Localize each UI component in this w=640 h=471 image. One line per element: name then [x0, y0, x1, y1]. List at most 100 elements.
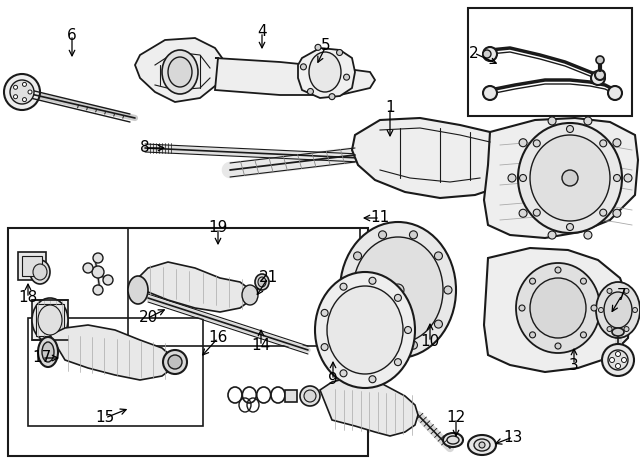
- Ellipse shape: [329, 94, 335, 100]
- Ellipse shape: [38, 305, 62, 335]
- Ellipse shape: [613, 139, 621, 147]
- Text: 9: 9: [328, 373, 338, 388]
- Ellipse shape: [394, 294, 401, 301]
- Ellipse shape: [529, 332, 536, 338]
- Ellipse shape: [103, 275, 113, 285]
- Ellipse shape: [369, 376, 376, 383]
- Ellipse shape: [83, 263, 93, 273]
- Text: 15: 15: [95, 411, 115, 425]
- Ellipse shape: [378, 341, 387, 349]
- Ellipse shape: [92, 266, 104, 278]
- Ellipse shape: [614, 174, 621, 181]
- Ellipse shape: [435, 320, 442, 328]
- Bar: [18, 252, 46, 280]
- Ellipse shape: [22, 82, 26, 86]
- Ellipse shape: [533, 209, 540, 216]
- Ellipse shape: [410, 231, 417, 239]
- Bar: [468, 8, 632, 116]
- Ellipse shape: [596, 282, 640, 338]
- Ellipse shape: [38, 337, 58, 367]
- Ellipse shape: [258, 277, 266, 287]
- Ellipse shape: [580, 278, 586, 284]
- Ellipse shape: [632, 308, 637, 312]
- Ellipse shape: [519, 139, 527, 147]
- Ellipse shape: [392, 284, 404, 296]
- Ellipse shape: [530, 135, 610, 221]
- Bar: [8, 228, 368, 456]
- Ellipse shape: [163, 350, 187, 374]
- Ellipse shape: [410, 341, 417, 349]
- Polygon shape: [138, 262, 250, 312]
- Ellipse shape: [128, 276, 148, 304]
- Ellipse shape: [608, 350, 628, 370]
- Ellipse shape: [337, 49, 342, 56]
- Ellipse shape: [353, 320, 362, 328]
- Ellipse shape: [602, 344, 634, 376]
- Text: 21: 21: [259, 270, 278, 285]
- Ellipse shape: [315, 272, 415, 388]
- Ellipse shape: [624, 326, 629, 332]
- Ellipse shape: [162, 50, 198, 94]
- Text: 16: 16: [208, 331, 228, 346]
- Ellipse shape: [340, 222, 456, 358]
- Ellipse shape: [591, 305, 597, 311]
- Ellipse shape: [479, 442, 485, 448]
- Text: 6: 6: [67, 27, 77, 42]
- Ellipse shape: [518, 123, 622, 233]
- Ellipse shape: [548, 117, 556, 125]
- Ellipse shape: [516, 263, 600, 353]
- Ellipse shape: [93, 285, 103, 295]
- Ellipse shape: [42, 342, 54, 362]
- Text: 3: 3: [569, 357, 579, 373]
- Ellipse shape: [300, 64, 307, 70]
- Ellipse shape: [307, 89, 314, 95]
- Ellipse shape: [566, 224, 573, 230]
- Ellipse shape: [369, 277, 376, 284]
- Ellipse shape: [616, 364, 621, 368]
- Ellipse shape: [607, 326, 612, 332]
- Ellipse shape: [255, 274, 269, 290]
- Ellipse shape: [321, 309, 328, 317]
- Text: 14: 14: [252, 339, 271, 354]
- Ellipse shape: [93, 253, 103, 263]
- Ellipse shape: [22, 97, 26, 102]
- Ellipse shape: [621, 357, 627, 363]
- Ellipse shape: [508, 174, 516, 182]
- Polygon shape: [215, 58, 375, 95]
- Ellipse shape: [591, 71, 605, 85]
- Ellipse shape: [608, 86, 622, 100]
- Ellipse shape: [444, 286, 452, 294]
- Bar: [285, 390, 297, 402]
- Polygon shape: [352, 118, 515, 198]
- Ellipse shape: [483, 86, 497, 100]
- Bar: [36, 304, 64, 336]
- Ellipse shape: [321, 344, 328, 350]
- Polygon shape: [484, 248, 630, 372]
- Ellipse shape: [607, 288, 612, 293]
- Ellipse shape: [519, 209, 527, 217]
- Bar: [128, 228, 360, 346]
- Ellipse shape: [613, 209, 621, 217]
- Text: 2: 2: [469, 46, 479, 60]
- Ellipse shape: [624, 288, 629, 293]
- Text: 7: 7: [617, 287, 627, 302]
- Ellipse shape: [242, 285, 258, 305]
- Ellipse shape: [604, 292, 632, 328]
- Text: 5: 5: [321, 39, 331, 54]
- Text: 8: 8: [140, 140, 150, 155]
- Text: 12: 12: [446, 411, 466, 425]
- Ellipse shape: [168, 57, 192, 87]
- Ellipse shape: [624, 174, 632, 182]
- Ellipse shape: [340, 283, 347, 290]
- Ellipse shape: [300, 386, 320, 406]
- Ellipse shape: [32, 298, 68, 342]
- Text: 1: 1: [385, 100, 395, 115]
- Ellipse shape: [378, 231, 387, 239]
- Ellipse shape: [33, 264, 47, 280]
- Ellipse shape: [584, 117, 592, 125]
- Ellipse shape: [353, 252, 362, 260]
- Ellipse shape: [598, 308, 604, 312]
- Ellipse shape: [584, 231, 592, 239]
- Ellipse shape: [404, 326, 412, 333]
- Text: 19: 19: [208, 220, 228, 236]
